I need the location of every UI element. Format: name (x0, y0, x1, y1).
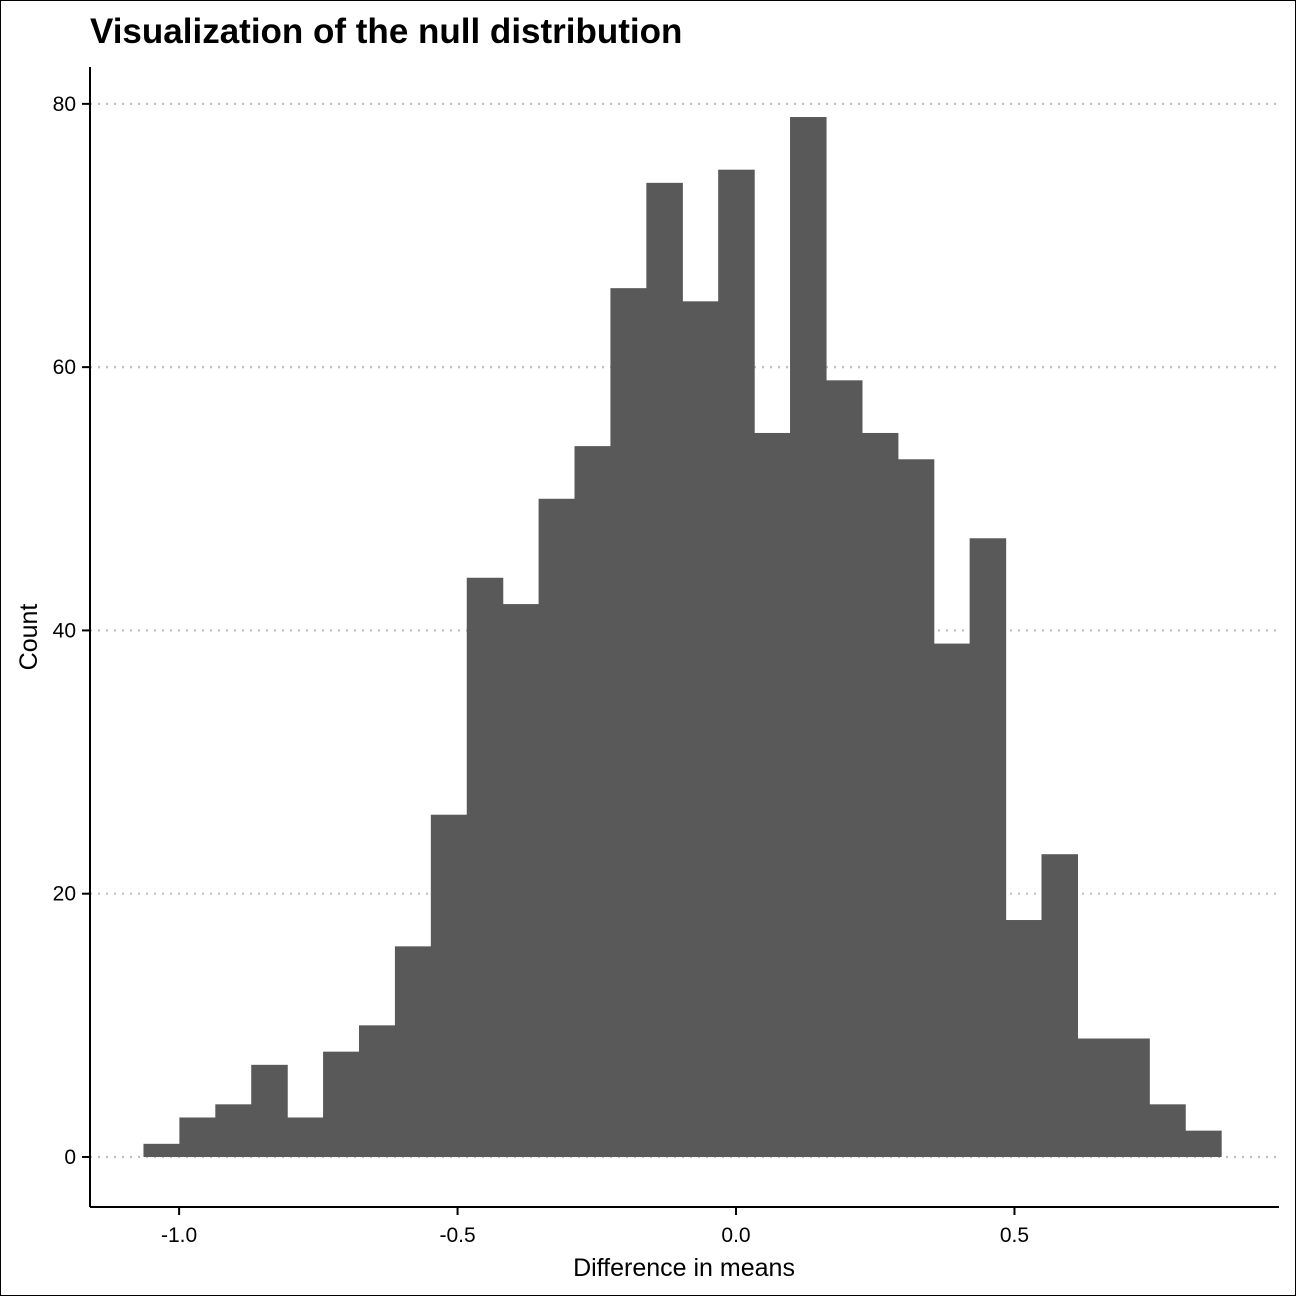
histogram-bar (358, 1025, 396, 1157)
histogram-bar (251, 1064, 288, 1157)
histogram-bar (179, 1117, 216, 1157)
histogram-bar (287, 1117, 324, 1157)
histogram-bar (933, 643, 971, 1157)
histogram-bar (754, 432, 791, 1157)
histogram-bar (430, 814, 468, 1157)
bars (143, 117, 1222, 1157)
histogram-bar (143, 1143, 180, 1157)
chart-title: Visualization of the null distribution (90, 12, 682, 51)
histogram-bar (897, 459, 935, 1157)
histogram-bar (323, 1051, 360, 1157)
axes (89, 67, 1279, 1208)
y-tick-label: 80 (53, 93, 76, 116)
histogram-bar (538, 498, 576, 1157)
histogram-bar (718, 169, 755, 1157)
x-tick-label: 0.0 (721, 1224, 750, 1247)
histogram-bar (1149, 1104, 1186, 1157)
histogram-bar (1113, 1038, 1150, 1157)
histogram-bar (1005, 920, 1043, 1157)
histogram-bar (394, 946, 432, 1157)
histogram-bar (1077, 1038, 1114, 1157)
x-tick-label: -1.0 (161, 1224, 197, 1247)
y-axis-ticks: 0 20 40 60 80 (53, 93, 90, 1169)
histogram-bar (861, 432, 899, 1157)
histogram-bar (825, 380, 863, 1157)
histogram-bar (1041, 854, 1078, 1157)
x-tick-label: -0.5 (439, 1224, 475, 1247)
y-tick-label: 0 (64, 1146, 76, 1169)
histogram-bar (790, 117, 827, 1157)
histogram-bar (574, 446, 612, 1157)
y-tick-label: 20 (53, 883, 76, 906)
histogram-bar (969, 538, 1007, 1157)
x-axis-ticks: -1.0 -0.5 0.0 0.5 (161, 1207, 1029, 1247)
x-tick-label: 0.5 (1000, 1224, 1029, 1247)
histogram-bar (215, 1104, 252, 1157)
histogram-bar (610, 288, 647, 1157)
y-tick-label: 40 (53, 619, 76, 642)
histogram-bar (646, 182, 683, 1157)
histogram-bar (1185, 1130, 1222, 1157)
histogram-bar (682, 301, 719, 1157)
y-tick-label: 60 (53, 356, 76, 379)
y-axis-label: Count (15, 604, 43, 671)
histogram-bar (502, 604, 540, 1157)
x-axis-label: Difference in means (573, 1254, 795, 1282)
histogram-bar (466, 577, 504, 1157)
